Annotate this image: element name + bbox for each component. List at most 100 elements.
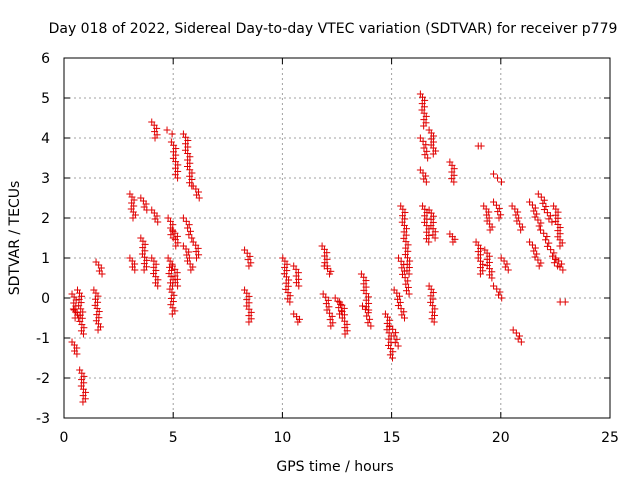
- data-point: [543, 209, 551, 217]
- data-point: [73, 350, 81, 358]
- data-point: [492, 201, 500, 209]
- chart-title: Day 018 of 2022, Sidereal Day-to-day VTE…: [49, 21, 618, 37]
- data-point: [286, 298, 294, 306]
- data-point: [495, 291, 503, 299]
- data-point: [550, 249, 558, 257]
- data-point: [549, 252, 557, 260]
- data-point: [94, 326, 102, 334]
- data-point: [490, 170, 498, 178]
- data-point: [98, 270, 106, 278]
- data-point: [168, 130, 176, 138]
- data-point: [246, 252, 254, 260]
- data-point: [512, 329, 520, 337]
- x-tick-label: 25: [601, 430, 619, 446]
- data-point: [476, 270, 484, 278]
- data-point: [361, 305, 369, 313]
- data-point: [425, 238, 433, 246]
- data-point: [556, 263, 564, 271]
- data-point: [535, 262, 543, 270]
- data-point: [495, 204, 503, 212]
- data-point: [185, 231, 193, 239]
- y-tick-label: 3: [41, 171, 50, 187]
- data-point: [498, 294, 506, 302]
- data-point: [490, 198, 498, 206]
- data-point: [364, 319, 372, 327]
- y-tick-label: 4: [41, 131, 50, 147]
- data-point: [295, 282, 303, 290]
- data-point: [526, 238, 534, 246]
- data-point: [389, 325, 397, 333]
- data-point: [172, 242, 180, 250]
- grid-layer: [64, 58, 610, 418]
- x-tick-label: 5: [169, 430, 178, 446]
- data-point: [193, 254, 201, 262]
- data-point: [182, 217, 190, 225]
- y-axis-label: SDTVAR / TECUs: [7, 181, 23, 296]
- data-point: [154, 282, 162, 290]
- data-point: [422, 178, 430, 186]
- data-point: [392, 329, 400, 337]
- data-point: [359, 302, 366, 310]
- data-point: [548, 218, 556, 226]
- data-point: [390, 332, 398, 340]
- data-point: [517, 338, 525, 346]
- data-point: [559, 266, 567, 274]
- data-point: [528, 201, 536, 209]
- data-point: [531, 253, 539, 261]
- data-point: [542, 202, 550, 210]
- data-point: [174, 174, 182, 182]
- data-point: [186, 227, 194, 235]
- data-point: [545, 239, 553, 247]
- data-point: [247, 259, 255, 267]
- data-point: [424, 154, 432, 162]
- data-point: [534, 256, 542, 264]
- data-point: [494, 174, 502, 182]
- data-point: [327, 322, 335, 330]
- data-point: [386, 322, 394, 330]
- data-point: [79, 330, 87, 338]
- data-points: [68, 90, 569, 406]
- data-point: [540, 196, 548, 204]
- data-point: [539, 199, 547, 207]
- data-point: [530, 247, 538, 255]
- data-point: [187, 266, 195, 274]
- data-point: [429, 150, 437, 158]
- data-point: [174, 282, 182, 290]
- data-point: [558, 260, 566, 268]
- data-point: [504, 266, 512, 274]
- x-tick-label: 0: [60, 430, 69, 446]
- x-tick-label: 15: [383, 430, 401, 446]
- data-point: [531, 204, 539, 212]
- data-point: [431, 234, 439, 242]
- data-point: [501, 263, 509, 271]
- data-point: [556, 242, 564, 250]
- data-point: [528, 241, 536, 249]
- data-point: [389, 354, 396, 362]
- data-point: [391, 339, 399, 347]
- plot-frame: [63, 57, 611, 419]
- x-tick-label: 10: [273, 430, 291, 446]
- data-point: [245, 318, 253, 326]
- y-tick-label: 5: [41, 91, 50, 107]
- data-point: [185, 221, 193, 229]
- data-point: [423, 147, 431, 155]
- data-point: [555, 257, 563, 265]
- data-point: [151, 134, 159, 142]
- data-point: [401, 314, 409, 322]
- data-point: [540, 229, 548, 237]
- x-axis-label: GPS time / hours: [276, 459, 393, 475]
- data-point: [503, 260, 511, 268]
- data-point: [517, 226, 525, 234]
- y-tick-label: 6: [41, 51, 50, 67]
- data-point: [497, 211, 505, 219]
- data-point: [514, 335, 522, 343]
- data-point: [534, 190, 542, 198]
- data-point: [547, 246, 555, 254]
- data-point: [405, 290, 413, 298]
- data-point: [535, 222, 543, 230]
- data-point: [394, 342, 402, 350]
- data-point: [364, 309, 372, 317]
- y-tick-label: 0: [41, 291, 50, 307]
- data-point: [509, 326, 517, 334]
